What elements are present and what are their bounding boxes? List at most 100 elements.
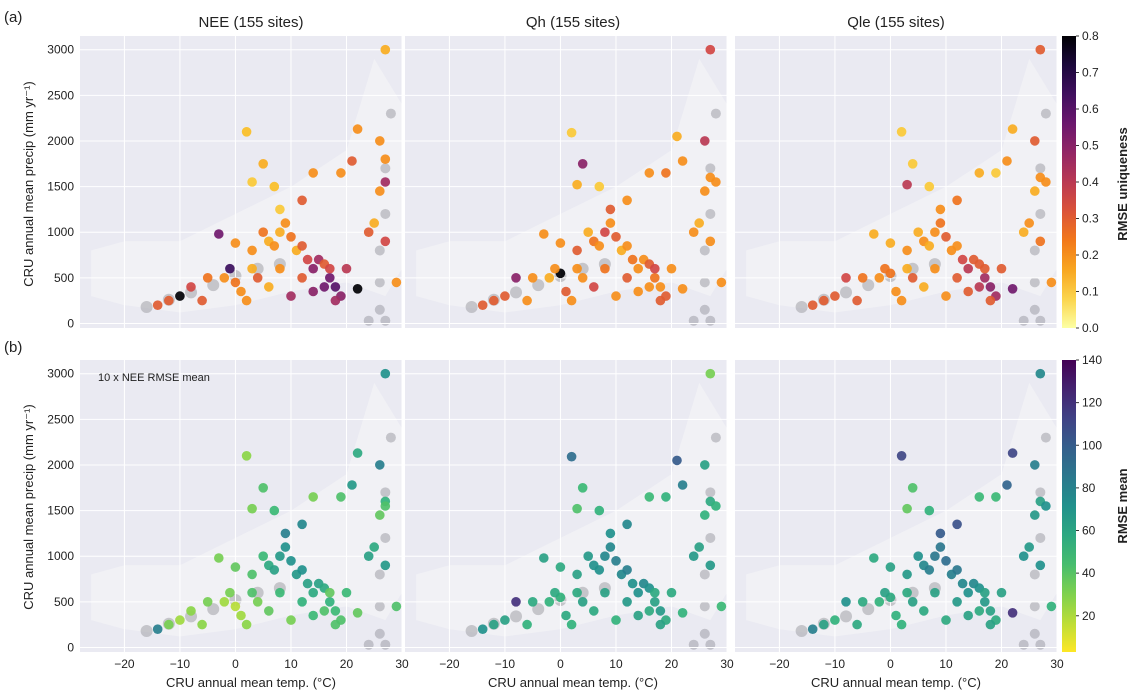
data-point: [236, 286, 246, 297]
y-axis-label-bottom: CRU annual mean precip (mm yr⁻¹): [21, 404, 36, 610]
data-point: [286, 615, 296, 625]
data-point: [600, 587, 610, 598]
data-point: [705, 368, 716, 379]
data-point: [700, 186, 710, 196]
data-point: [363, 227, 374, 237]
y-tick-label: 0: [67, 316, 74, 330]
data-point: [375, 186, 385, 196]
data-point: [489, 295, 499, 306]
data-point: [1030, 136, 1040, 146]
data-point: [544, 273, 555, 283]
data-point: [330, 606, 341, 616]
density-cell: [1035, 532, 1046, 543]
density-cell: [380, 487, 391, 498]
data-point: [297, 273, 307, 283]
data-point: [280, 218, 291, 228]
data-point: [650, 597, 660, 607]
data-point: [241, 295, 252, 306]
density-cell: [380, 163, 391, 174]
colorbar-tick-label: 0.1: [1082, 285, 1099, 299]
x-axis-label-1: CRU annual mean temp. (°C): [166, 675, 336, 690]
density-cell: [705, 208, 716, 219]
data-point: [963, 286, 973, 297]
data-point: [622, 241, 632, 251]
data-point: [297, 195, 307, 206]
data-point: [1035, 368, 1046, 379]
data-point: [247, 263, 257, 274]
data-point: [544, 597, 555, 607]
data-point: [1035, 560, 1046, 571]
data-point: [230, 562, 241, 572]
data-point: [330, 295, 341, 306]
x-tick-label: 0: [887, 657, 894, 671]
density-cell: [380, 532, 391, 543]
density-cell: [380, 208, 391, 219]
colorbar-label-uniqueness: RMSE uniqueness: [1115, 127, 1130, 240]
density-cell: [374, 601, 385, 612]
x-tick-label: −20: [769, 657, 790, 671]
y-tick-label: 1500: [47, 504, 74, 518]
y-tick-label: 0: [67, 640, 74, 654]
data-point: [269, 241, 280, 251]
data-point: [655, 619, 666, 630]
data-point: [325, 273, 335, 283]
data-point: [225, 587, 235, 598]
data-point: [330, 282, 341, 292]
density-cell: [688, 315, 699, 326]
data-point: [550, 587, 560, 598]
data-point: [477, 624, 488, 634]
data-point: [319, 282, 330, 292]
y-tick-label: 2000: [47, 458, 74, 472]
density-cell: [1029, 277, 1040, 288]
data-point: [352, 448, 363, 458]
data-point: [644, 492, 655, 502]
colorbar-tick-label: 0.2: [1082, 248, 1099, 262]
data-point: [896, 619, 907, 630]
data-point: [275, 551, 285, 561]
data-point: [594, 565, 605, 575]
panel-label-b: (b): [4, 339, 22, 356]
data-point: [700, 510, 710, 520]
data-point: [527, 273, 538, 283]
density-cell: [1029, 245, 1040, 256]
x-tick-label: −10: [495, 657, 516, 671]
y-tick-label: 1500: [47, 180, 74, 194]
data-point: [819, 295, 829, 306]
data-point: [164, 619, 174, 630]
data-point: [241, 127, 252, 137]
data-point: [241, 451, 252, 461]
data-point: [230, 238, 241, 248]
data-point: [230, 277, 241, 288]
data-point: [380, 154, 391, 164]
data-point: [672, 131, 682, 142]
y-tick-label: 1000: [47, 549, 74, 563]
data-point: [941, 556, 951, 566]
data-point: [985, 606, 996, 616]
data-point: [885, 562, 896, 572]
density-cell: [1029, 569, 1040, 580]
data-point: [611, 232, 621, 242]
data-point: [661, 492, 671, 502]
data-point: [694, 542, 704, 552]
data-point: [985, 295, 996, 306]
data-point: [880, 587, 890, 598]
colorbars: 0.0 0.1 0.2 0.3 0.4 0.5 0.6 0.7 0.8 20 40 60 80 100 12…: [1062, 29, 1102, 652]
data-point: [375, 136, 385, 146]
data-point: [1007, 448, 1018, 458]
data-point: [869, 229, 879, 239]
data-point: [391, 277, 402, 288]
data-point: [902, 569, 912, 580]
data-point: [896, 451, 907, 461]
data-point: [980, 597, 990, 607]
data-point: [711, 501, 721, 511]
data-point: [477, 300, 488, 311]
data-point: [891, 286, 901, 297]
data-point: [308, 492, 319, 502]
data-point: [677, 608, 688, 618]
density-cell: [1040, 108, 1051, 119]
data-point: [275, 227, 285, 237]
colorbar-tick-label: 100: [1082, 438, 1102, 452]
data-point: [241, 619, 252, 630]
data-point: [247, 569, 257, 580]
